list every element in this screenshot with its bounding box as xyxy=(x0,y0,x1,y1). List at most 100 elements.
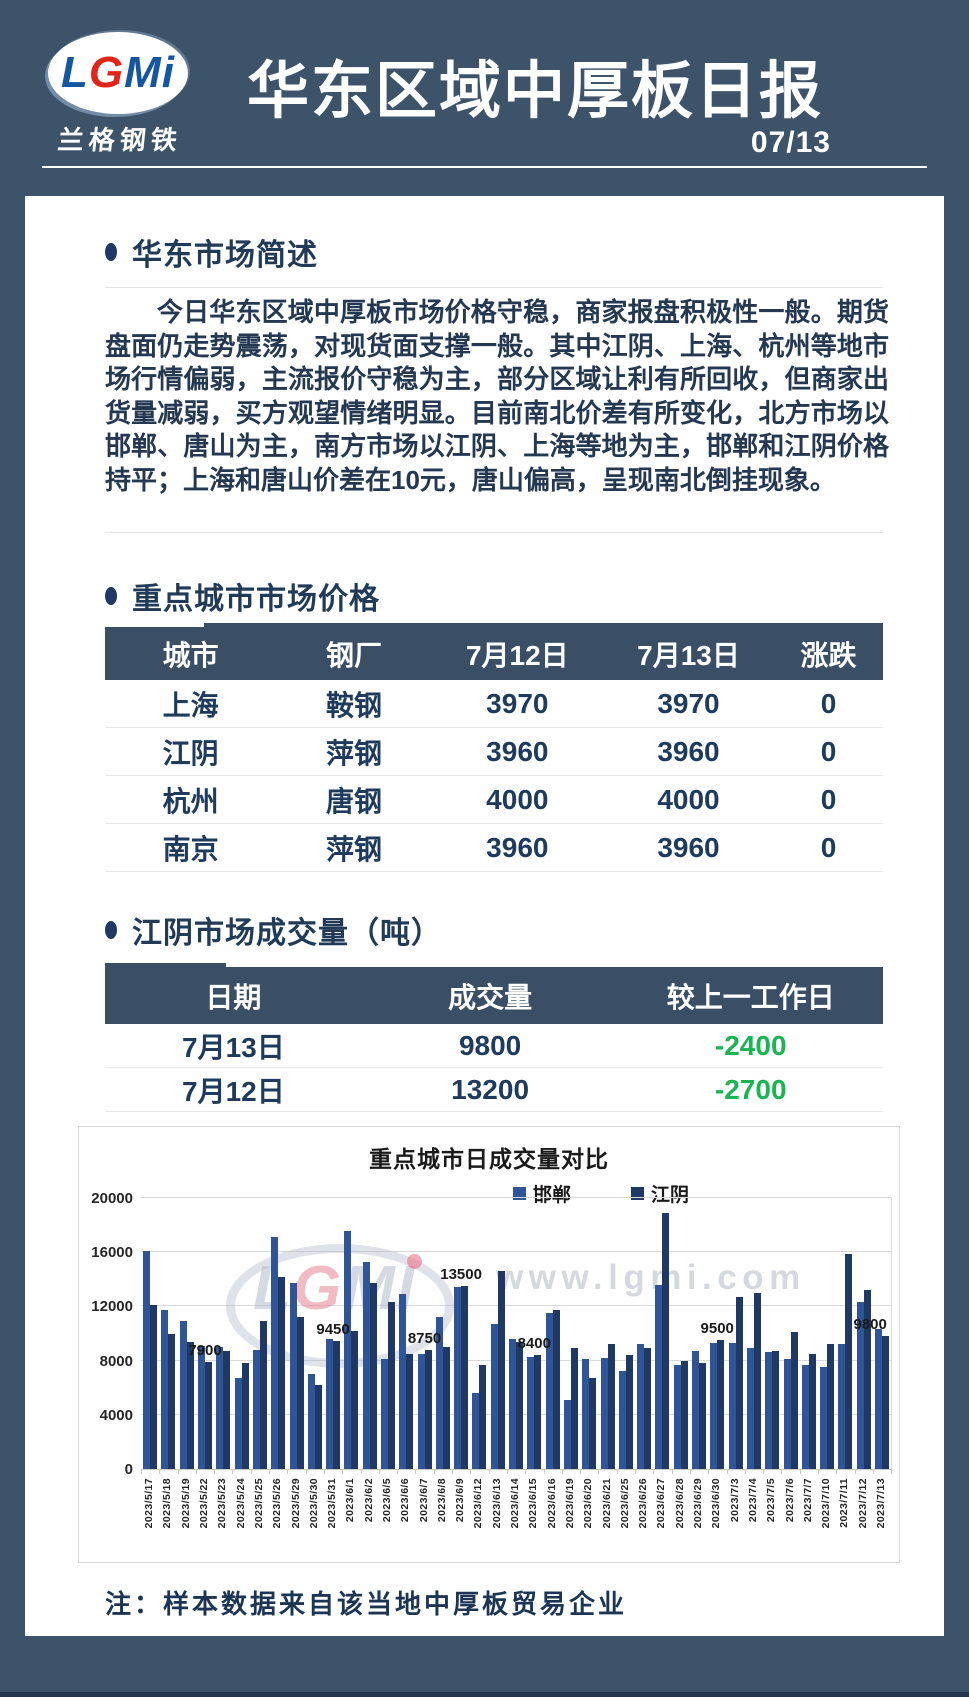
x-axis-tick-text: 2023/7/13 xyxy=(875,1478,888,1529)
bar-group xyxy=(708,1198,726,1469)
y-axis-tick-label: 8000 xyxy=(99,1352,133,1370)
bar-series xyxy=(141,1198,891,1469)
bar xyxy=(673,1364,681,1469)
section-title: 江阴市场成交量（吨） xyxy=(132,917,442,950)
bar xyxy=(179,1321,187,1469)
bar xyxy=(344,1230,352,1469)
x-axis-tick-label: 2023/6/13 xyxy=(489,1478,507,1560)
bar xyxy=(625,1355,633,1469)
tick xyxy=(215,1469,234,1474)
bar-group xyxy=(690,1198,708,1469)
table-cell: 0 xyxy=(820,687,837,719)
bullet-icon xyxy=(105,243,117,261)
tick xyxy=(197,1469,216,1474)
x-axis-tick-text: 2023/6/7 xyxy=(417,1478,430,1523)
logo-letter: i xyxy=(161,48,175,97)
bar xyxy=(417,1353,425,1469)
bar xyxy=(527,1356,535,1469)
bar xyxy=(637,1344,645,1469)
x-axis-tick-label: 2023/6/2 xyxy=(361,1478,379,1560)
x-axis-tick-text: 2023/7/12 xyxy=(856,1478,869,1529)
x-axis-tick-label: 2023/7/6 xyxy=(781,1478,799,1560)
tick xyxy=(563,1469,582,1474)
x-axis-tick-label: 2023/6/5 xyxy=(379,1478,397,1560)
x-axis-tick-label: 2023/6/8 xyxy=(434,1478,452,1560)
bar-group xyxy=(544,1198,562,1469)
x-axis-tick-label: 2023/6/16 xyxy=(544,1478,562,1560)
bar xyxy=(838,1344,846,1469)
x-axis-tick-label: 2023/6/27 xyxy=(653,1478,671,1560)
x-axis-tick-text: 2023/6/12 xyxy=(472,1478,485,1529)
x-axis-tick-text: 2023/7/7 xyxy=(801,1478,814,1523)
table-row: 7月13日 9800 -2400 xyxy=(105,1024,883,1068)
x-axis-tick-label: 2023/5/25 xyxy=(251,1478,269,1560)
bar-group xyxy=(178,1198,196,1469)
x-axis-tick-text: 2023/7/3 xyxy=(728,1478,741,1523)
x-axis-tick-label: 2023/5/19 xyxy=(178,1478,196,1560)
bar-group xyxy=(379,1198,397,1469)
table-cell: 萍钢 xyxy=(325,833,382,865)
x-axis-tick-label: 2023/6/30 xyxy=(708,1478,726,1560)
tick xyxy=(453,1469,472,1474)
section-prices-heading: 重点城市市场价格 xyxy=(105,574,380,618)
data-label: 8750 xyxy=(407,1330,442,1348)
bar xyxy=(699,1363,707,1469)
column-header: 7月13日 xyxy=(637,639,740,671)
bar-group xyxy=(434,1198,452,1469)
logo-letter: M xyxy=(124,48,162,97)
bar-group xyxy=(672,1198,690,1469)
table-cell: 4000 xyxy=(486,783,549,815)
y-axis-tick-label: 20000 xyxy=(91,1190,133,1207)
bar xyxy=(863,1290,871,1469)
x-axis-tick-text: 2023/5/22 xyxy=(198,1478,211,1529)
table-cell: 0 xyxy=(820,783,837,815)
table-row: 江阴 萍钢 3960 3960 0 xyxy=(105,728,883,776)
tick xyxy=(380,1469,399,1474)
x-axis-tick-text: 2023/6/19 xyxy=(563,1478,576,1529)
x-axis-tick-text: 2023/5/30 xyxy=(307,1478,320,1529)
tick xyxy=(673,1469,691,1474)
section-title: 重点城市市场价格 xyxy=(132,583,380,616)
bar xyxy=(252,1349,260,1469)
logo-subtitle: 兰格钢铁 xyxy=(56,125,184,155)
x-axis-tick-text: 2023/6/9 xyxy=(454,1478,467,1523)
table-cell: 0 xyxy=(820,831,837,863)
bar xyxy=(296,1317,304,1469)
bar xyxy=(490,1324,498,1469)
legend-label: 邯郸 xyxy=(532,1185,571,1206)
table-cell: 3960 xyxy=(657,831,720,863)
bar xyxy=(205,1361,213,1469)
bar-group xyxy=(873,1198,891,1469)
x-axis-tick-text: 2023/5/26 xyxy=(271,1478,284,1529)
volume-table-header: 日期 成交量 较上一工作日 xyxy=(105,963,883,1024)
x-axis-tick-text: 2023/5/29 xyxy=(289,1478,302,1529)
bar xyxy=(399,1294,407,1469)
bar xyxy=(600,1357,608,1469)
table-cell: 3970 xyxy=(486,687,549,719)
lgmi-logo-icon: LGMi xyxy=(48,32,188,114)
x-axis-tick-text: 2023/6/15 xyxy=(527,1478,540,1529)
bar xyxy=(388,1302,395,1469)
table-cell: 鞍钢 xyxy=(325,689,382,721)
data-label: 7900 xyxy=(188,1341,222,1359)
bar-group xyxy=(342,1198,360,1469)
tick xyxy=(819,1469,838,1474)
tick xyxy=(252,1469,271,1474)
table-cell: 7月13日 xyxy=(182,1031,285,1063)
x-axis-tick-text: 2023/6/5 xyxy=(381,1478,393,1523)
table-cell: 唐钢 xyxy=(325,785,382,817)
y-axis-tick-label: 16000 xyxy=(91,1244,133,1262)
x-axis-tick-label: 2023/6/7 xyxy=(415,1478,433,1560)
section-title: 华东市场简述 xyxy=(132,239,318,272)
x-axis-tick-text: 2023/5/19 xyxy=(179,1478,192,1529)
table-cell: -2400 xyxy=(714,1029,787,1061)
x-axis-tick-label: 2023/7/3 xyxy=(727,1478,745,1560)
x-axis-tick-label: 2023/6/28 xyxy=(672,1478,690,1560)
x-axis-tick-label: 2023/7/10 xyxy=(818,1478,836,1560)
x-axis-tick-text: 2023/6/13 xyxy=(490,1478,503,1529)
x-axis-tick-label: 2023/6/29 xyxy=(690,1478,708,1560)
page-title: 华东区域中厚板日报 xyxy=(246,57,823,126)
x-axis-tick-text: 2023/6/26 xyxy=(637,1478,650,1529)
x-axis-tick-label: 2023/7/13 xyxy=(873,1478,891,1560)
bar xyxy=(289,1283,297,1469)
